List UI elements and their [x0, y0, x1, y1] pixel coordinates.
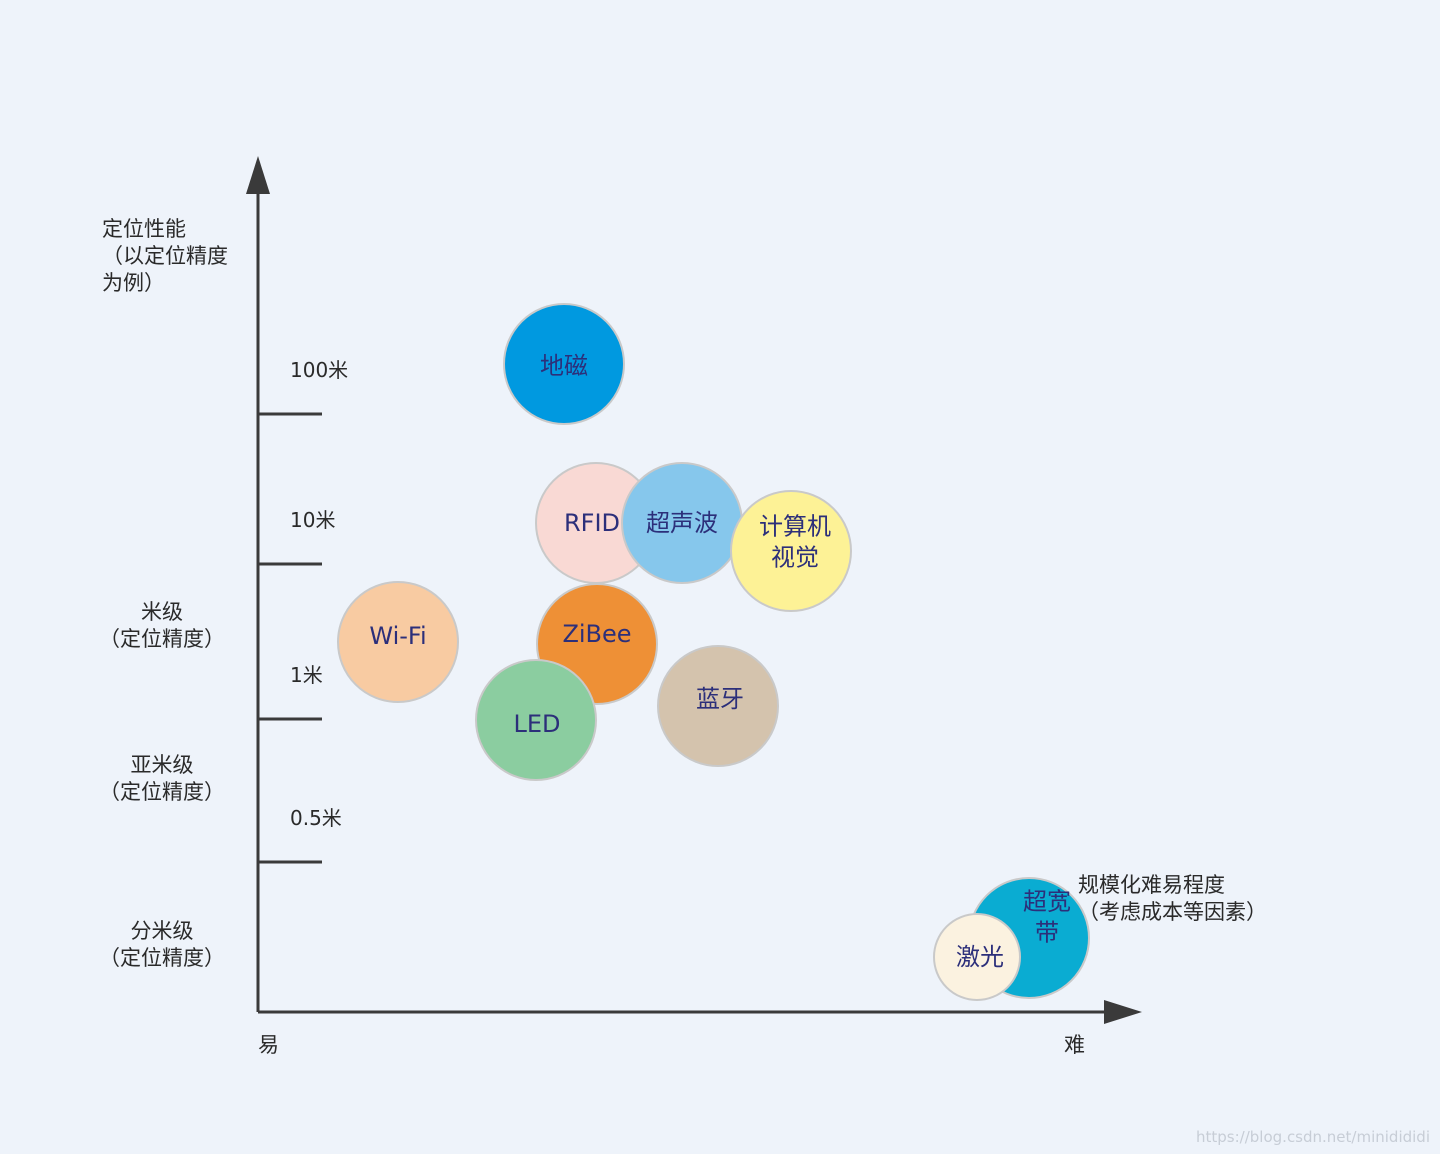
axes — [246, 156, 1142, 1024]
y-band-label-line: 亚米级 — [131, 753, 194, 777]
y-axis-title-text-line: 定位性能 — [102, 217, 186, 241]
bubble-label-line: 带 — [1035, 919, 1059, 947]
bubble-label: 激光 — [956, 943, 1004, 971]
bubble-circle — [933, 913, 1021, 1001]
bubble-label: Wi-Fi — [369, 622, 426, 650]
bubble-label: 地磁 — [540, 352, 588, 380]
bubble-label: 蓝牙 — [696, 685, 744, 713]
bubble: 蓝牙 — [657, 645, 779, 767]
watermark: https://blog.csdn.net/minidididi — [1196, 1128, 1430, 1146]
y-band-label-line: （定位精度） — [99, 946, 225, 970]
bubble-label-line: 蓝牙 — [696, 685, 744, 713]
bubble: 激光 — [933, 913, 1021, 1001]
bubble-label-line: LED — [513, 710, 560, 738]
y-band-label-line: 分米级 — [131, 919, 194, 943]
y-axis-title: 定位性能 （以定位精度为例） — [102, 217, 228, 295]
bubble-label-line: ZiBee — [562, 620, 631, 648]
y-tick-label: 1米 — [290, 663, 323, 687]
y-bands: 米级 （定位精度） 亚米级 （定位精度） 分米级 （定位精度） — [99, 600, 225, 970]
y-band-label-line: （定位精度） — [99, 780, 225, 804]
y-tick-label: 100米 — [290, 358, 348, 382]
bubble-label-line: RFID — [564, 509, 620, 537]
bubble-label-line: 视觉 — [771, 544, 819, 572]
bubble-circle — [657, 645, 779, 767]
bubble: 计算机视觉 — [730, 490, 852, 612]
x-axis-title-text-line: 规模化难易程度 — [1078, 873, 1225, 897]
y-axis-title-text-line: （以定位精度 — [102, 244, 228, 268]
bubble-label: ZiBee — [562, 620, 631, 648]
bubble-circle — [730, 490, 852, 612]
bubble-label: RFID — [564, 509, 620, 537]
bubble-label-line: 地磁 — [540, 352, 588, 380]
x-axis-arrow — [1104, 1000, 1142, 1024]
bubble: 超声波 — [621, 462, 743, 584]
bubble-label: LED — [513, 710, 560, 738]
bubble-label: 超声波 — [646, 509, 718, 537]
y-band-label: 亚米级 （定位精度） — [99, 753, 225, 804]
y-tick-label: 10米 — [290, 508, 335, 532]
bubble-label: 计算机视觉 — [759, 513, 831, 572]
bubble-label-line: 超声波 — [646, 509, 718, 537]
x-axis-start-label: 易 — [258, 1033, 279, 1057]
bubble-label-line: 激光 — [956, 943, 1004, 971]
y-axis-title-text-line: 为例） — [102, 271, 165, 295]
y-band-label: 分米级 （定位精度） — [99, 919, 225, 970]
y-tick-label: 0.5米 — [290, 806, 342, 830]
y-ticks: 100米 10米 1米 0.5米 — [258, 358, 348, 864]
x-axis-title-text-line: （考虑成本等因素） — [1078, 900, 1267, 924]
bubble: 地磁 — [503, 303, 625, 425]
bubble-label-line: 计算机 — [759, 513, 831, 541]
y-axis-arrow — [246, 156, 270, 194]
bubble-circle — [503, 303, 625, 425]
bubble-circle — [337, 581, 459, 703]
y-axis-title-text: 定位性能 （以定位精度为例） — [102, 217, 228, 295]
x-axis-end-label: 难 — [1064, 1033, 1085, 1057]
x-axis-title-text: 规模化难易程度 （考虑成本等因素） — [1078, 873, 1267, 924]
bubble-label: 超宽带 — [1023, 888, 1071, 947]
bubble-label-line: Wi-Fi — [369, 622, 426, 650]
bubble: LED — [475, 659, 597, 781]
y-band-label: 米级 （定位精度） — [99, 600, 225, 651]
x-axis-title: 规模化难易程度 （考虑成本等因素） — [1078, 873, 1267, 924]
bubble-circle — [475, 659, 597, 781]
y-band-label-line: （定位精度） — [99, 627, 225, 651]
bubble-label-line: 超宽 — [1023, 888, 1071, 916]
y-band-label-line: 米级 — [141, 600, 183, 624]
bubble: Wi-Fi — [337, 581, 459, 703]
